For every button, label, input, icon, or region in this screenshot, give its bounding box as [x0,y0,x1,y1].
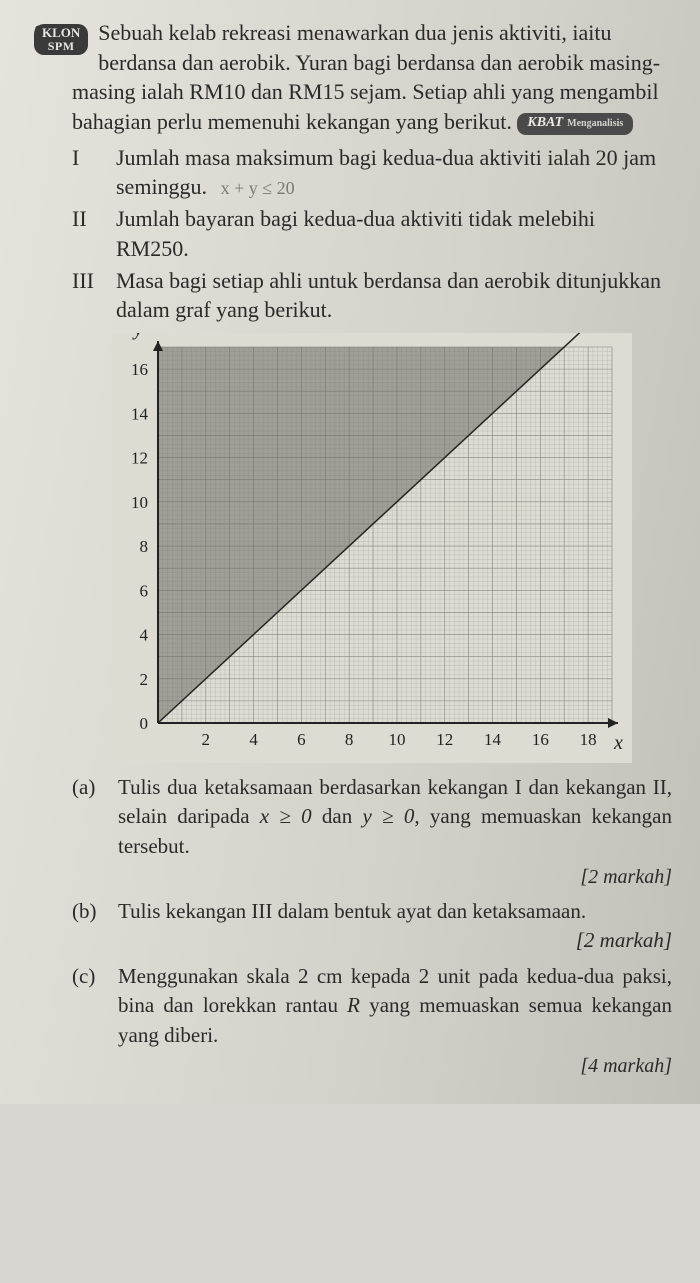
subpart-a-text: Tulis dua ketaksamaan berdasarkan kekang… [118,773,672,891]
subpart-c-text: Menggunakan skala 2 cm kepada 2 unit pad… [118,962,672,1080]
constraint-III: III Masa bagi setiap ahli untuk berdansa… [72,266,672,325]
svg-text:14: 14 [131,404,149,423]
subparts: (a) Tulis dua ketaksamaan berdasarkan ke… [72,773,672,1080]
svg-text:10: 10 [131,493,148,512]
question-header-row: 8. KLON SPM Sebuah kelab rekreasi menawa… [34,18,672,1080]
constraint-I-text: Jumlah masa maksimum bagi kedua-dua akti… [116,143,672,202]
subpart-c: (c) Menggunakan skala 2 cm kepada 2 unit… [72,962,672,1080]
graph-svg: 2 4 6 8 10 12 14 16 18 0 2 4 6 8 10 12 14 16 x y [112,333,632,763]
svg-text:8: 8 [140,537,149,556]
kbat-sub: Menganalisis [567,118,623,129]
subpart-b: (b) Tulis kekangan III dalam bentuk ayat… [72,897,672,956]
svg-text:2: 2 [202,730,211,749]
svg-text:16: 16 [131,360,148,379]
constraint-list: I Jumlah masa maksimum bagi kedua-dua ak… [72,143,672,325]
roman-I: I [72,143,102,202]
page: 8. KLON SPM Sebuah kelab rekreasi menawa… [0,0,700,1104]
subpart-a-label: (a) [72,773,106,891]
svg-text:2: 2 [140,670,149,689]
graph: 2 4 6 8 10 12 14 16 18 0 2 4 6 8 10 12 14 16 x y [112,333,672,763]
svg-text:4: 4 [140,625,149,644]
constraint-II: II Jumlah bayaran bagi kedua-dua aktivit… [72,204,672,263]
subpart-a: (a) Tulis dua ketaksamaan berdasarkan ke… [72,773,672,891]
subpart-b-label: (b) [72,897,106,956]
marks-b: [2 markah] [576,926,672,955]
svg-text:16: 16 [532,730,549,749]
roman-II: II [72,204,102,263]
svg-text:0: 0 [140,714,149,733]
kbat-label: KBAT [527,115,563,130]
svg-text:14: 14 [484,730,502,749]
svg-text:18: 18 [580,730,597,749]
svg-text:12: 12 [131,448,148,467]
constraint-III-text: Masa bagi setiap ahli untuk berdansa dan… [116,266,672,325]
question-body: KLON SPM Sebuah kelab rekreasi menawarka… [72,18,672,1080]
badge-line1: KLON [42,26,80,40]
svg-text:8: 8 [345,730,354,749]
svg-text:10: 10 [388,730,405,749]
marks-c: [4 markah] [118,1052,672,1080]
svg-text:6: 6 [297,730,306,749]
svg-text:12: 12 [436,730,453,749]
svg-text:6: 6 [140,581,149,600]
svg-text:4: 4 [249,730,258,749]
badge-line2: SPM [42,40,80,53]
subpart-b-text: Tulis kekangan III dalam bentuk ayat dan… [118,897,672,956]
svg-text:x: x [613,732,623,754]
roman-III: III [72,266,102,325]
marks-a: [2 markah] [118,863,672,891]
svg-text:y: y [132,333,143,340]
handwritten-note: x + y ≤ 20 [221,178,295,198]
constraint-I: I Jumlah masa maksimum bagi kedua-dua ak… [72,143,672,202]
klon-spm-badge: KLON SPM [34,24,88,55]
kbat-badge: KBAT Menganalisis [517,113,633,135]
constraint-II-text: Jumlah bayaran bagi kedua-dua aktiviti t… [116,204,672,263]
subpart-c-label: (c) [72,962,106,1080]
